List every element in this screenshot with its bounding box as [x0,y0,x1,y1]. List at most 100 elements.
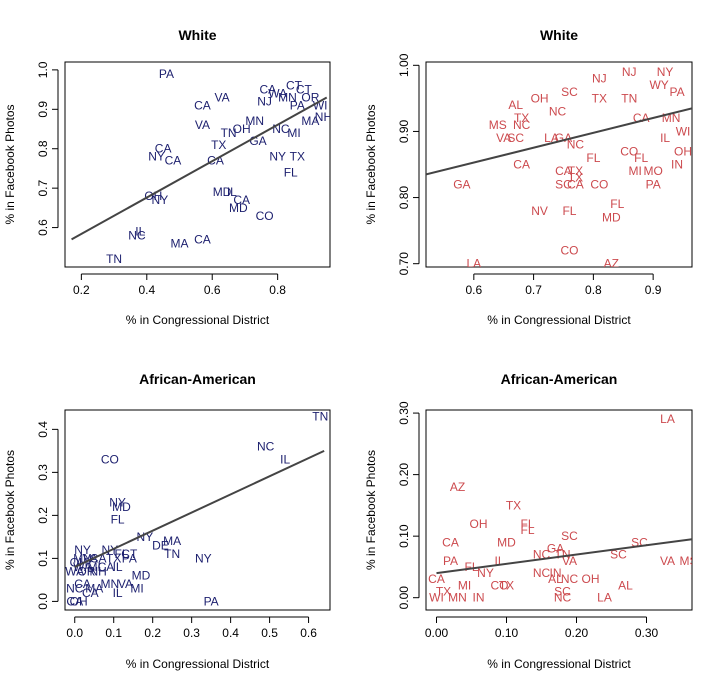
data-point-label: WI [313,98,328,112]
data-point-label: NC [513,118,531,132]
data-point-label: NY [148,150,165,164]
data-point-label: MD [213,185,232,199]
data-point-label: VA [562,554,577,568]
data-point-label: CA [82,586,99,600]
x-tick-label: 0.6 [300,626,317,640]
data-point-label: NC [533,566,551,580]
data-point-label: MI [629,164,642,178]
x-axis-label: % in Congressional District [487,313,631,327]
y-tick-label: 0.4 [36,421,50,438]
data-point-label: CA [66,594,83,608]
data-point-label: IN [550,566,562,580]
y-tick-label: 0.0 [36,593,50,610]
y-tick-label: 1.0 [36,61,50,78]
data-point-label: CT [286,79,303,93]
data-point-label: TN [106,252,122,266]
data-point-label: TN [621,91,637,105]
data-point-label: MD [497,535,516,549]
data-point-label: NY [109,495,126,509]
chart-title: White [178,27,216,43]
y-axis-label: % in Facebook Photos [364,450,378,570]
y-axis-label: % in Facebook Photos [3,450,17,570]
data-point-label: PA [669,85,684,99]
y-tick-label: 1.00 [397,53,411,77]
data-point-label: TN [312,409,328,423]
x-tick-label: 0.9 [645,283,662,297]
data-point-label: IL [113,586,123,600]
data-point-label: CT [121,547,138,561]
y-tick-label: 0.3 [36,464,50,481]
data-point-label: NY [195,551,212,565]
scatter-panel-1: White 0.2 0.4 0.6 0.8 0.6 0.7 0.8 0.9 1.0 % in Con… [3,27,331,327]
data-point-label: PA [204,594,219,608]
y-tick-label: 0.8 [36,140,50,157]
y-tick-label: 0.2 [36,507,50,524]
data-point-label: MI [88,560,101,574]
data-point-label: WA [65,564,84,578]
data-point-label: MS [489,118,507,132]
x-tick-label: 0.3 [183,626,200,640]
data-point-label: FL [562,204,576,218]
data-point-label: MA [163,534,181,548]
regression-line [71,96,328,241]
data-point-label: FL [586,151,600,165]
plot-frame [425,409,693,611]
data-point-label: CA [155,142,172,156]
data-point-label: CA [98,560,115,574]
x-tick-label: 0.8 [269,283,286,297]
data-point-label: FL [114,547,128,561]
data-point-label: FL [520,523,534,537]
x-tick-label: 0.0 [66,626,83,640]
data-point-label: NC [567,138,585,152]
data-point-label: PA [159,67,174,81]
plot-frame [425,61,693,268]
x-tick-label: 0.5 [261,626,278,640]
data-point-label: IL [494,554,504,568]
regression-line [74,449,325,568]
x-tick-label: 0.7 [525,283,542,297]
x-tick-label: 0.2 [73,283,90,297]
data-point-label: OR [77,564,95,578]
data-point-label: WY [649,78,668,92]
data-point-label: PA [290,98,305,112]
data-point-label: MS [680,554,698,568]
data-point-label: MN [245,114,264,128]
x-tick-label: 0.4 [222,626,239,640]
chart-title: African-American [501,371,618,387]
y-tick-label: 0.30 [397,401,411,425]
data-point-label: CA [513,158,530,172]
data-point-label: FL [520,517,534,531]
y-tick-label: 0.00 [397,586,411,610]
plot-frame [64,409,331,611]
data-point-label: MN [278,90,297,104]
data-point-label: NY [657,65,674,79]
data-point-label: TX [211,138,226,152]
data-point-label: CO [101,452,119,466]
data-point-label: MI [130,581,143,595]
data-point-label: TN [164,547,180,561]
data-point-label: MA [301,114,319,128]
data-point-label: CA [555,164,572,178]
data-point-label: TX [514,111,529,125]
data-point-label: TX [106,551,121,565]
data-point-label: CA [260,83,277,97]
data-point-label: FL [284,165,298,179]
data-point-label: LA [597,591,612,605]
data-point-label: NJ [622,65,637,79]
x-tick-label: 0.30 [635,626,659,640]
data-point-label: TX [568,164,583,178]
data-point-label: CA [428,572,445,586]
data-point-label: CO [256,209,274,223]
data-point-label: NC [549,105,567,119]
data-point-label: SC [561,85,578,99]
chart-title: African-American [139,371,256,387]
data-point-label: CT [296,83,313,97]
plot-frame [64,61,331,268]
data-point-label: NC [257,440,275,454]
data-point-label: SC [554,585,571,599]
x-tick-label: 0.6 [204,283,221,297]
data-point-label: CO [491,578,509,592]
